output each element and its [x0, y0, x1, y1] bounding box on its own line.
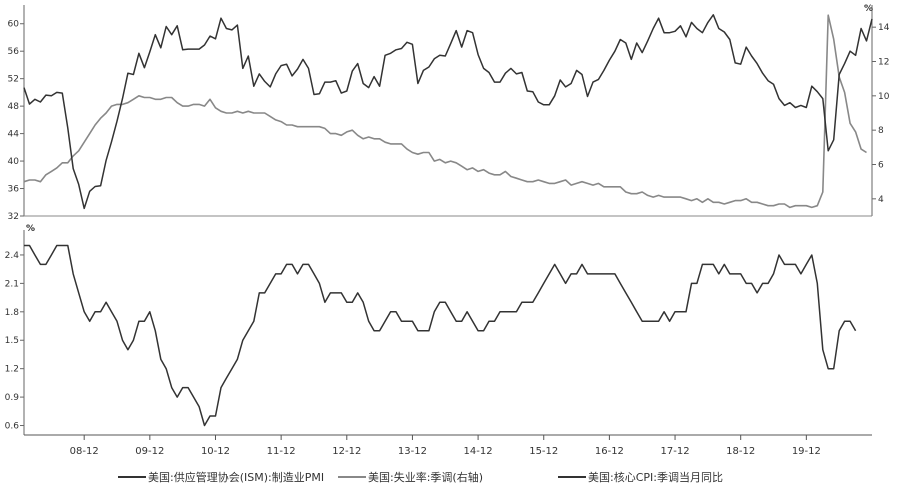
top-right-tick-label: 6: [878, 161, 884, 171]
top-right-tick-label: 14: [878, 23, 890, 33]
top-left-tick-label: 48: [8, 102, 20, 112]
top-panel: % 32 36 40 44 48 52 56 60 4 6 8 10 12 14: [8, 4, 890, 222]
x-tick-label: 13-12: [398, 446, 427, 457]
top-right-tick-label: 10: [878, 92, 890, 102]
top-right-tick-label: 12: [878, 58, 889, 68]
legend-label: 美国:失业率:季调(右轴): [368, 470, 483, 484]
x-tick-label: 16-12: [595, 446, 624, 457]
x-tick-label: 19-12: [792, 446, 821, 457]
bottom-left-tick-label: 1.2: [5, 365, 19, 375]
unemployment-rate-line: [23, 14, 867, 209]
bottom-left-tick-label: 0.9: [5, 393, 20, 403]
top-right-tick-label: 4: [878, 195, 884, 205]
x-tick-label: 14-12: [464, 446, 493, 457]
x-tick-label: 08-12: [70, 446, 99, 457]
bottom-left-unit: %: [26, 224, 35, 234]
bottom-left-tick-label: 1.8: [5, 308, 20, 318]
top-left-tick-label: 40: [8, 157, 20, 167]
top-left-tick-label: 32: [8, 212, 19, 222]
bottom-left-tick-label: 2.4: [5, 251, 20, 261]
top-right-unit: %: [864, 4, 873, 14]
top-left-tick-label: 36: [8, 185, 20, 195]
bottom-left-tick-label: 2.1: [5, 279, 19, 289]
top-left-tick-label: 56: [8, 47, 20, 57]
x-tick-label: 11-12: [267, 446, 296, 457]
x-tick-label: 15-12: [529, 446, 558, 457]
top-left-tick-label: 52: [8, 75, 19, 85]
top-left-tick-label: 44: [8, 130, 20, 140]
top-right-tick-label: 8: [878, 126, 884, 136]
core-cpi-line: [24, 244, 857, 427]
x-tick-label: 12-12: [332, 446, 361, 457]
legend: 美国:供应管理协会(ISM):制造业PMI 美国:失业率:季调(右轴) 美国:核心C…: [118, 470, 723, 484]
bottom-panel: % 0.6 0.9 1.2 1.5 1.8 2.1 2.4 08-12 09-12 10-12 1…: [5, 224, 872, 457]
x-tick-label: 10-12: [201, 446, 230, 457]
x-tick-label: 17-12: [661, 446, 690, 457]
ism-pmi-line: [23, 14, 873, 210]
legend-label: 美国:供应管理协会(ISM):制造业PMI: [148, 470, 324, 484]
top-left-tick-label: 60: [8, 20, 20, 30]
bottom-left-tick-label: 0.6: [5, 422, 20, 432]
legend-label: 美国:核心CPI:季调当月同比: [588, 470, 723, 484]
x-tick-label: 09-12: [135, 446, 164, 457]
x-tick-label: 18-12: [726, 446, 755, 457]
bottom-left-tick-label: 1.5: [5, 336, 19, 346]
